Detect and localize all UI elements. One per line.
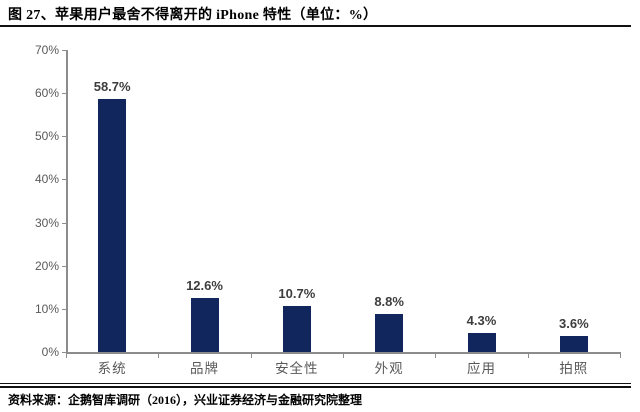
y-axis-tick-label: 60% [34,86,59,101]
x-axis-category-label: 应用 [466,361,496,376]
y-axis-tick [62,136,66,138]
bar [375,314,404,352]
y-axis-tick [62,93,66,95]
figure-title: 图 27、苹果用户最舍不得离开的 iPhone 特性（单位：%） [8,8,378,23]
y-axis-tick-label: 30% [34,215,59,230]
bar [467,333,496,352]
y-axis-tick-label: 20% [34,258,59,273]
y-axis-tick-label: 50% [34,129,59,144]
y-axis-tick-label: 40% [34,172,59,187]
x-axis-tick [435,352,437,358]
bar-value-label: 8.8% [374,294,404,310]
y-axis-tick [62,265,66,267]
x-axis-tick [343,352,344,358]
x-axis-category-label: 拍照 [559,361,589,376]
x-axis-tick [158,352,160,358]
title-divider [0,25,631,27]
y-axis-tick-label: 70% [34,43,59,57]
bar [190,297,219,352]
x-axis-category-label: 系统 [97,361,127,376]
bar-value-label: 4.3% [466,313,497,329]
y-axis-tick [62,222,66,224]
bar-value-label: 58.7% [93,78,131,94]
source-divider [0,383,631,388]
y-axis-tick [62,352,66,353]
x-axis-category-label: 外观 [374,361,404,376]
bar [98,98,127,352]
bar-value-label: 3.6% [559,316,589,332]
y-axis-tick-label: 0% [41,345,59,359]
x-axis-tick [250,352,252,358]
y-axis-line [66,50,68,353]
bar-value-label: 12.6% [186,277,223,293]
bar [282,305,311,352]
source-note: 资料来源：企鹅智库调研（2016），兴业证券经济与金融研究院整理 [8,393,363,407]
x-axis-category-label: 安全性 [275,361,319,376]
y-axis-tick [62,308,66,310]
bar [559,336,588,352]
x-axis-tick [620,352,621,358]
bar-value-label: 10.7% [278,285,316,301]
y-axis-tick-label: 10% [34,301,59,316]
x-axis-tick [66,352,67,358]
y-axis-tick [62,50,66,51]
x-axis-category-label: 品牌 [189,361,219,376]
x-axis-tick [527,352,529,358]
y-axis-tick [62,179,66,181]
